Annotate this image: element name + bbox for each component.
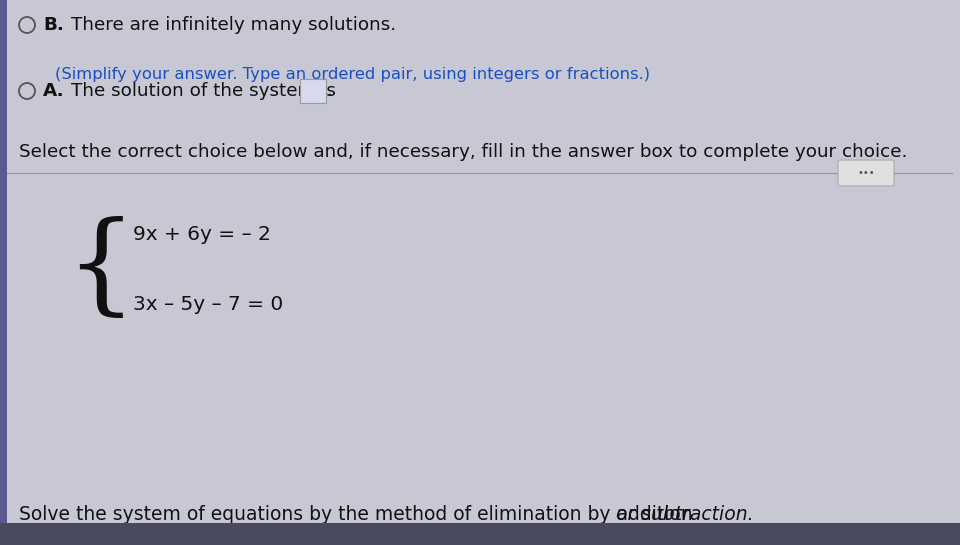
Text: 3x – 5y – 7 = 0: 3x – 5y – 7 = 0: [133, 295, 283, 314]
Text: Solve the system of equations by the method of elimination by addition: Solve the system of equations by the met…: [19, 505, 699, 524]
FancyBboxPatch shape: [838, 160, 894, 186]
Text: or subtraction.: or subtraction.: [616, 505, 754, 524]
Text: (Simplify your answer. Type an ordered pair, using integers or fractions.): (Simplify your answer. Type an ordered p…: [55, 67, 650, 82]
Text: •••: •••: [857, 168, 875, 178]
Text: Select the correct choice below and, if necessary, fill in the answer box to com: Select the correct choice below and, if …: [19, 143, 907, 161]
FancyBboxPatch shape: [7, 0, 960, 523]
FancyBboxPatch shape: [300, 79, 326, 103]
Text: {: {: [65, 216, 135, 324]
Text: B.: B.: [43, 16, 64, 34]
FancyBboxPatch shape: [0, 0, 7, 523]
Text: The solution of the system is: The solution of the system is: [71, 82, 336, 100]
FancyBboxPatch shape: [0, 523, 960, 545]
Text: There are infinitely many solutions.: There are infinitely many solutions.: [71, 16, 396, 34]
Text: 9x + 6y = – 2: 9x + 6y = – 2: [133, 226, 271, 245]
Text: .: .: [327, 82, 333, 100]
Text: A.: A.: [43, 82, 64, 100]
